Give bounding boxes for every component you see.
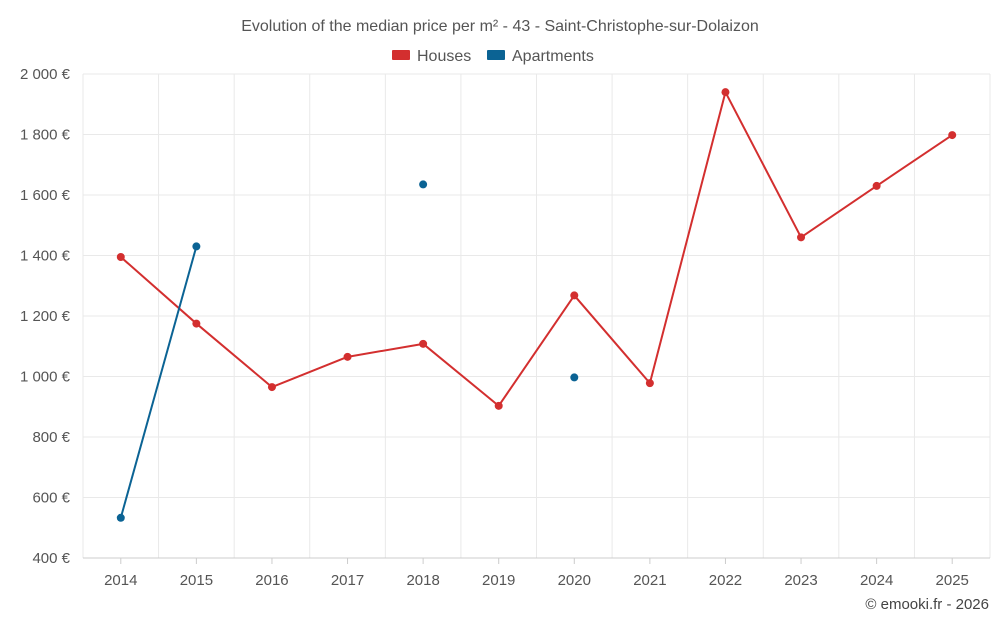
chart-title: Evolution of the median price per m² - 4…: [241, 18, 759, 35]
x-tick-label: 2022: [709, 572, 742, 589]
y-tick-label: 1 200 €: [20, 308, 71, 325]
y-tick-label: 2 000 €: [20, 66, 71, 83]
data-point-houses[interactable]: [419, 339, 428, 348]
x-tick-label: 2021: [633, 572, 666, 589]
data-point-apartments[interactable]: [570, 373, 579, 382]
data-point-houses[interactable]: [797, 233, 806, 242]
series-line-apartments: [119, 246, 198, 519]
y-tick-label: 600 €: [32, 490, 70, 507]
x-tick-label: 2023: [784, 572, 817, 589]
x-tick-label: 2018: [406, 572, 439, 589]
x-tick-label: 2015: [180, 572, 213, 589]
y-tick-label: 1 000 €: [20, 369, 71, 386]
x-tick-label: 2016: [255, 572, 288, 589]
legend-swatch-houses: [392, 50, 410, 60]
data-point-houses[interactable]: [721, 88, 730, 97]
data-point-houses[interactable]: [192, 319, 201, 328]
series: [116, 88, 957, 522]
y-tick-label: 1 600 €: [20, 187, 71, 204]
legend-swatch-apartments: [487, 50, 505, 60]
data-point-apartments[interactable]: [192, 242, 201, 251]
legend: Houses Apartments: [392, 48, 594, 65]
x-tick-label: 2019: [482, 572, 515, 589]
legend-label-apartments[interactable]: Apartments: [512, 48, 594, 65]
data-point-houses[interactable]: [267, 383, 276, 392]
legend-label-houses[interactable]: Houses: [417, 48, 471, 65]
grid: [82, 73, 991, 558]
x-tick-label: 2020: [558, 572, 591, 589]
data-point-houses[interactable]: [494, 401, 503, 410]
x-tick-label: 2025: [936, 572, 969, 589]
y-tick-label: 1 800 €: [20, 127, 71, 144]
x-tick-label: 2017: [331, 572, 364, 589]
axes: 400 € 600 € 800 € 1 000 € 1 200 € 1 400 € 1 60…: [20, 66, 990, 589]
data-point-houses[interactable]: [872, 181, 881, 190]
series-line-houses: [120, 91, 953, 407]
credit-text: © emooki.fr - 2026: [865, 596, 989, 613]
data-point-houses[interactable]: [645, 379, 654, 388]
y-tick-label: 800 €: [32, 429, 70, 446]
data-point-houses[interactable]: [948, 131, 957, 140]
data-point-houses[interactable]: [343, 352, 352, 361]
data-point-houses[interactable]: [570, 291, 579, 300]
data-point-houses[interactable]: [116, 253, 125, 262]
y-tick-label: 1 400 €: [20, 248, 71, 265]
y-tick-label: 400 €: [32, 550, 70, 567]
data-point-apartments[interactable]: [116, 513, 125, 522]
x-tick-label: 2014: [104, 572, 137, 589]
data-point-apartments[interactable]: [419, 180, 428, 189]
x-tick-label: 2024: [860, 572, 893, 589]
